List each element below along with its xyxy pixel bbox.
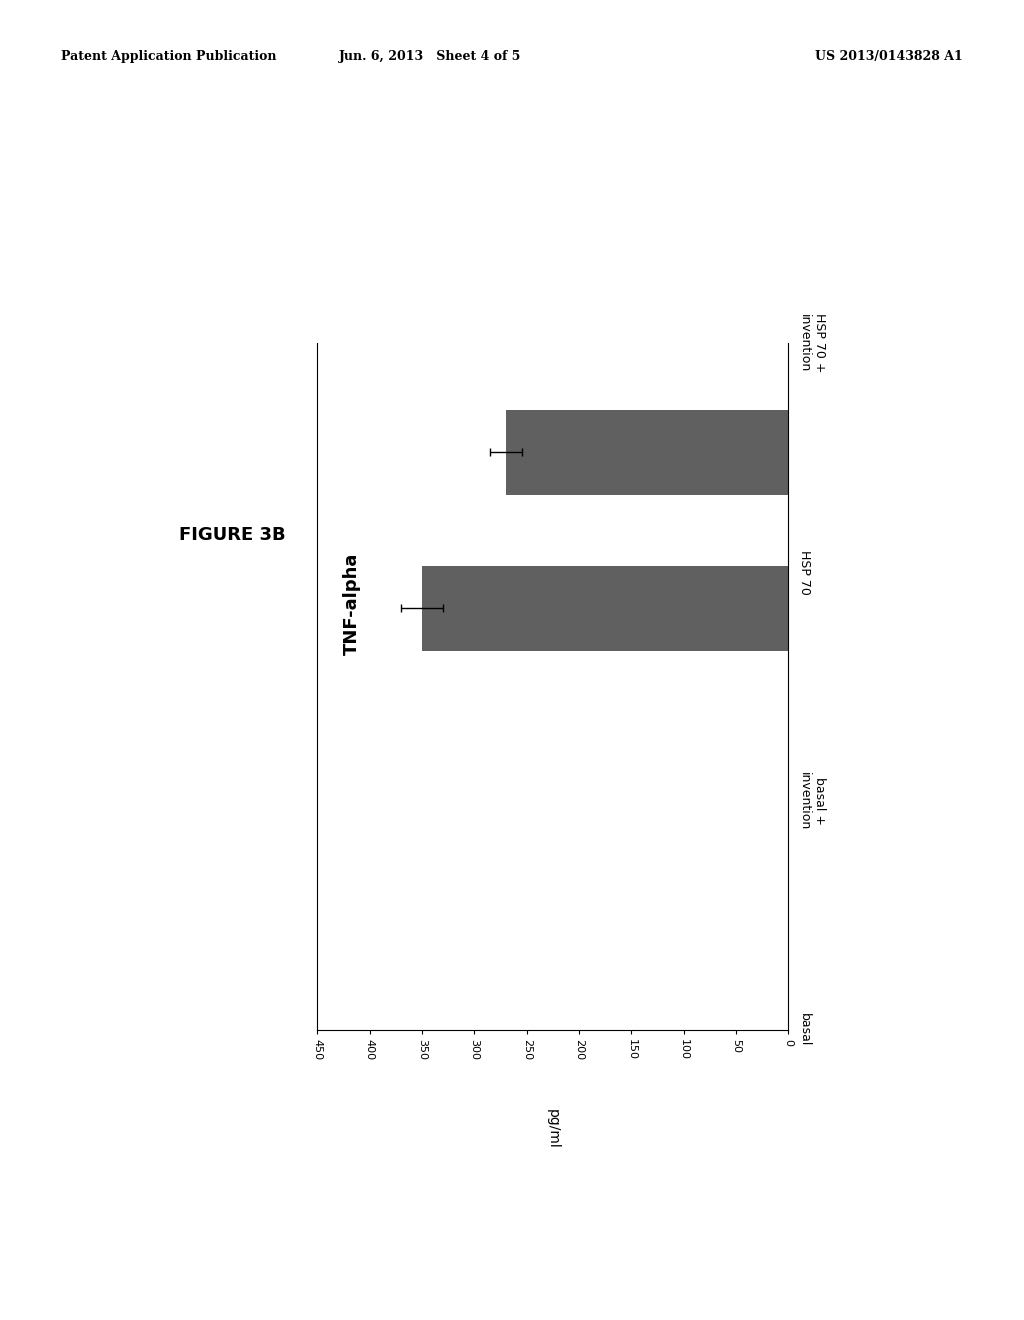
Text: pg/ml: pg/ml [546, 1109, 560, 1148]
Text: FIGURE 3B: FIGURE 3B [179, 525, 286, 544]
Text: basal +
invention: basal + invention [798, 772, 826, 830]
Bar [506, 409, 788, 495]
Text: HSP 70: HSP 70 [798, 549, 811, 594]
Text: HSP 70 +
invention: HSP 70 + invention [798, 313, 826, 374]
Text: Patent Application Publication: Patent Application Publication [61, 50, 276, 63]
Text: US 2013/0143828 A1: US 2013/0143828 A1 [815, 50, 963, 63]
Text: Jun. 6, 2013   Sheet 4 of 5: Jun. 6, 2013 Sheet 4 of 5 [339, 50, 521, 63]
Text: basal: basal [798, 1012, 811, 1047]
Bar [422, 565, 788, 651]
Text: TNF-alpha: TNF-alpha [343, 553, 361, 655]
